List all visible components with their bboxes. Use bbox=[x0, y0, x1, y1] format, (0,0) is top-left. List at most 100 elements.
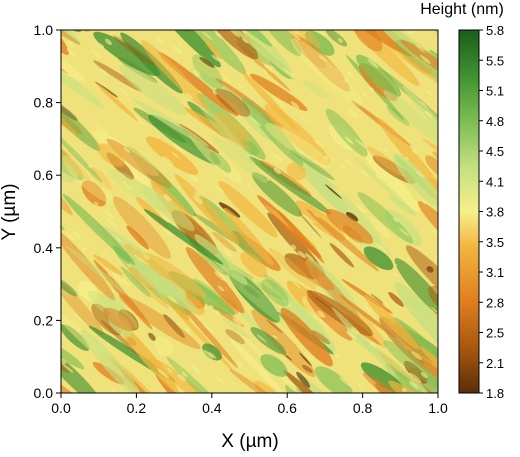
surface-speckle bbox=[161, 227, 172, 236]
surface-speckle bbox=[120, 172, 126, 178]
colorbar-axis: 5.8 5.5 5.1 4.8 4.5 4.1 3.8 3.5 3.1 2.8 2.5 2.1 1.8 bbox=[479, 23, 504, 401]
y-axis: 0.0 0.2 0.4 0.6 0.8 1.0 bbox=[34, 22, 61, 401]
surface-speckle bbox=[61, 362, 74, 373]
surface-streak bbox=[324, 184, 342, 199]
surface-speckle bbox=[123, 146, 131, 153]
surface-speckle bbox=[184, 327, 191, 333]
colorbar-tick-label: 3.1 bbox=[486, 265, 504, 280]
colorbar-tick-label: 4.5 bbox=[486, 144, 504, 159]
surface-speckle bbox=[188, 173, 198, 183]
surface-streak bbox=[61, 277, 78, 297]
surface-streak bbox=[120, 241, 174, 282]
surface-streak bbox=[339, 294, 397, 339]
surface-speckle bbox=[87, 296, 96, 305]
surface-speckle bbox=[292, 281, 303, 290]
surface-speckle bbox=[155, 36, 164, 45]
surface-speckle bbox=[251, 117, 262, 127]
surface-streak bbox=[352, 30, 383, 52]
surface-streak bbox=[405, 245, 438, 315]
surface-streak bbox=[366, 146, 406, 177]
surface-streak bbox=[61, 324, 90, 351]
surface-streak bbox=[330, 30, 415, 57]
surface-speckle bbox=[104, 38, 112, 45]
surface-speckle bbox=[178, 41, 182, 46]
surface-streak bbox=[364, 295, 420, 350]
surface-speckle bbox=[82, 246, 87, 252]
surface-speckle bbox=[272, 159, 278, 165]
surface-speckle bbox=[61, 333, 66, 340]
surface-speckle bbox=[375, 173, 382, 180]
colorbar-tick-label: 1.8 bbox=[486, 386, 504, 401]
surface-speckle bbox=[214, 271, 227, 282]
surface-streak bbox=[212, 112, 251, 143]
surface-streak bbox=[305, 30, 335, 56]
surface-streak bbox=[209, 151, 232, 173]
surface-speckle bbox=[404, 156, 409, 161]
surface-speckle bbox=[259, 367, 270, 377]
surface-streak bbox=[8, 63, 61, 122]
surface-speckle bbox=[217, 285, 225, 292]
surface-streak bbox=[402, 85, 438, 156]
surface-streak bbox=[143, 208, 224, 265]
surface-streak bbox=[417, 201, 438, 263]
surface-streak bbox=[29, 185, 59, 212]
surface-speckle bbox=[192, 69, 201, 77]
surface-speckle bbox=[324, 155, 329, 160]
surface-streak bbox=[233, 30, 293, 74]
surface-streak bbox=[395, 282, 438, 355]
surface-streak bbox=[144, 253, 207, 298]
surface-streak bbox=[386, 105, 410, 127]
surface-speckle bbox=[334, 188, 345, 197]
surface-speckle bbox=[393, 262, 398, 267]
surface-streak bbox=[203, 38, 222, 60]
surface-streak bbox=[93, 259, 153, 330]
surface-speckle bbox=[117, 87, 129, 97]
surface-streak bbox=[199, 57, 215, 68]
surface-speckle bbox=[312, 212, 320, 219]
surface-streak bbox=[61, 343, 85, 370]
surface-speckle bbox=[273, 167, 281, 175]
surface-streak bbox=[112, 196, 171, 259]
surface-streak bbox=[179, 302, 238, 368]
surface-speckle bbox=[171, 45, 183, 55]
surface-streak bbox=[383, 90, 438, 153]
surface-speckle bbox=[96, 125, 108, 135]
surface-streak bbox=[393, 317, 438, 373]
surface-speckle bbox=[412, 149, 417, 154]
surface-speckle bbox=[90, 49, 102, 59]
surface-streak bbox=[92, 130, 159, 177]
surface-streak bbox=[264, 104, 331, 166]
surface-speckle bbox=[186, 92, 193, 99]
surface-streak bbox=[93, 254, 124, 276]
surface-speckle bbox=[203, 349, 214, 359]
surface-streak bbox=[268, 247, 317, 290]
surface-speckle bbox=[415, 44, 425, 53]
surface-streak bbox=[260, 30, 302, 56]
x-tick-label: 0.2 bbox=[127, 400, 147, 416]
surface-streak bbox=[227, 391, 281, 393]
surface-speckle bbox=[163, 194, 172, 202]
surface-speckle bbox=[242, 38, 248, 44]
surface-speckle bbox=[337, 38, 343, 43]
surface-streak bbox=[137, 269, 198, 312]
surface-streak bbox=[325, 208, 374, 244]
surface-speckle bbox=[266, 178, 270, 182]
surface-speckle bbox=[288, 30, 301, 41]
surface-streak bbox=[218, 181, 278, 238]
surface-speckle bbox=[317, 310, 326, 318]
surface-streak bbox=[196, 100, 257, 167]
surface-speckle bbox=[312, 231, 320, 238]
surface-streak bbox=[299, 352, 312, 367]
surface-speckle bbox=[304, 253, 314, 261]
surface-speckle bbox=[303, 351, 316, 363]
surface-streak bbox=[299, 254, 361, 321]
surface-streak bbox=[361, 147, 420, 213]
surface-streak bbox=[229, 338, 284, 393]
surface-streak bbox=[154, 125, 217, 166]
surface-streak bbox=[202, 343, 222, 361]
plot-frame bbox=[60, 29, 439, 394]
surface-streak bbox=[93, 60, 142, 92]
surface-speckle bbox=[130, 169, 143, 180]
y-axis-title: Y (µm) bbox=[0, 183, 20, 240]
surface-streak bbox=[419, 346, 438, 393]
